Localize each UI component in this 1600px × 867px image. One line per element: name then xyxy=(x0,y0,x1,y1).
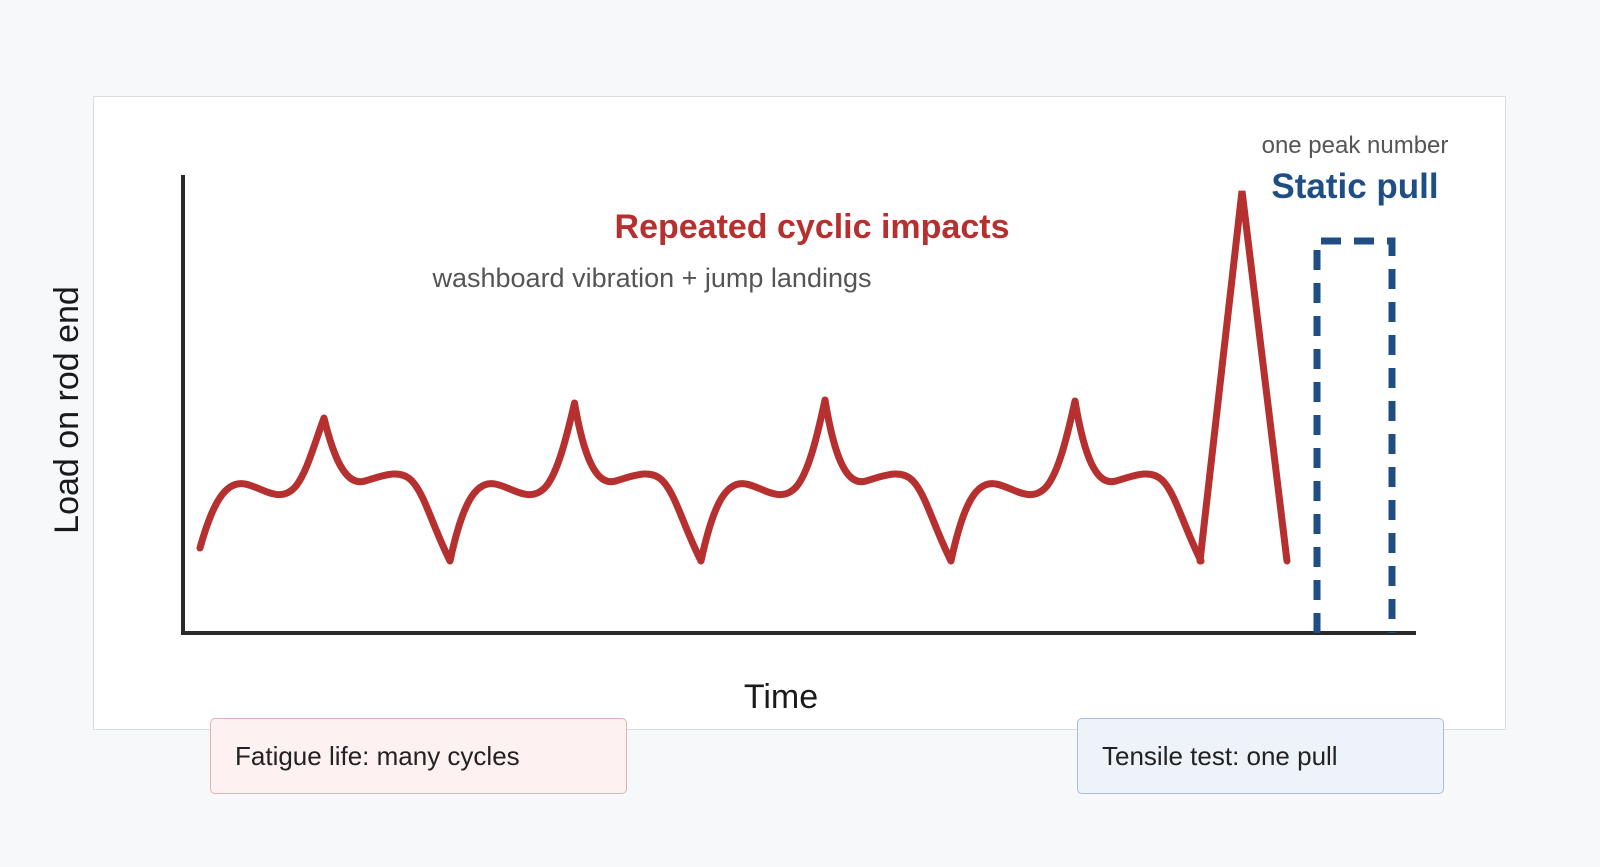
tensile-legend-box: Tensile test: one pull xyxy=(1077,718,1444,794)
fatigue-legend-label: Fatigue life: many cycles xyxy=(235,740,520,771)
fatigue-legend-box: Fatigue life: many cycles xyxy=(210,718,627,794)
static-caption: one peak number xyxy=(1262,132,1449,159)
static-pull-outline xyxy=(1313,237,1396,633)
static-title: Static pull xyxy=(1271,167,1438,206)
single-peak-spike xyxy=(1196,190,1291,565)
cyclic-subtitle: washboard vibration + jump landings xyxy=(431,263,871,293)
x-axis-label: Time xyxy=(744,678,818,716)
cyclic-title: Repeated cyclic impacts xyxy=(615,208,1010,246)
tensile-legend-label: Tensile test: one pull xyxy=(1102,740,1338,771)
y-axis-label: Load on rod end xyxy=(48,286,86,534)
cyclic-load-curve xyxy=(196,396,1205,565)
